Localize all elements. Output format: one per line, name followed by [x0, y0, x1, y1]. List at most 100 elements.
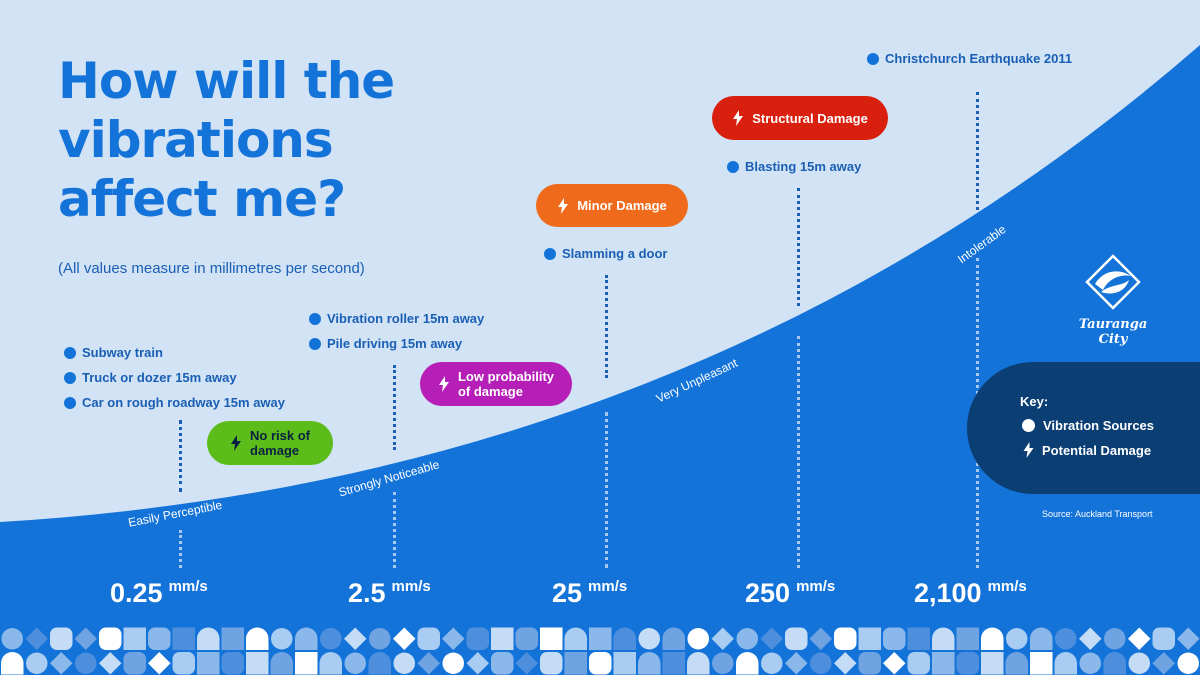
- pattern-tile: [295, 652, 318, 675]
- pattern-tile: [760, 627, 783, 650]
- source-blasting: Blasting 15m away: [727, 159, 861, 174]
- source-label: Car on rough roadway 15m away: [82, 395, 286, 410]
- pattern-tile: [197, 627, 220, 650]
- pattern-tile: [564, 627, 587, 650]
- pattern-tile: [613, 652, 636, 675]
- page-title: How will the vibrations affect me?: [58, 52, 395, 229]
- pattern-tile: [417, 627, 440, 650]
- damage-low-probability-pill: Low probability of damage: [420, 362, 572, 406]
- value-number: 2,100: [914, 578, 982, 608]
- source-label: Christchurch Earthquake 2011: [885, 51, 1073, 66]
- pattern-tile: [1152, 652, 1175, 675]
- subtitle: (All values measure in millimetres per s…: [58, 260, 365, 277]
- low-probability-line-1: Low probability: [457, 369, 555, 384]
- pattern-tile: [26, 652, 48, 674]
- pattern-tile: [491, 652, 514, 675]
- dotted-line: [797, 188, 800, 306]
- value-number: 2.5: [348, 578, 386, 608]
- no-risk-line-2: damage: [250, 443, 300, 458]
- pattern-tile: [491, 627, 514, 650]
- dotted-line: [179, 420, 182, 492]
- value-25: 25 mm/s: [552, 578, 627, 609]
- title-line-2: vibrations: [58, 111, 334, 169]
- pattern-tile: [1079, 627, 1102, 650]
- pattern-tile: [834, 652, 857, 675]
- pattern-tile: [442, 652, 464, 674]
- pattern-tile: [736, 628, 758, 650]
- pattern-tile: [393, 627, 416, 650]
- pattern-tile: [270, 652, 293, 675]
- source-slamming-door: Slamming a door: [544, 246, 667, 261]
- value-number: 250: [745, 578, 791, 608]
- pattern-tile: [736, 652, 759, 675]
- dotted-line: [797, 336, 800, 568]
- pattern-tile: [466, 627, 489, 650]
- source-label: Vibration roller 15m away: [327, 311, 485, 326]
- source-dot-icon: [867, 52, 879, 65]
- pattern-tile: [442, 627, 465, 650]
- pattern-tile: [221, 627, 244, 650]
- value-250: 250 mm/s: [745, 578, 835, 609]
- pattern-tile: [858, 627, 881, 650]
- pattern-tile: [589, 652, 612, 675]
- source-truck-or-dozer: Truck or dozer 15m away: [64, 370, 237, 385]
- dotted-line: [393, 492, 396, 568]
- value-unit: mm/s: [588, 578, 628, 595]
- tauranga-city-logo: Tauranga City: [1063, 254, 1163, 347]
- source-christchurch-earthquake: Christchurch Earthquake 2011: [867, 51, 1072, 66]
- pattern-tile: [687, 628, 709, 650]
- value-unit: mm/s: [796, 578, 836, 595]
- pattern-tile: [810, 652, 832, 674]
- damage-no-risk-pill: No risk of damage: [207, 421, 333, 465]
- pattern-tile: [515, 627, 538, 650]
- value-number: 25: [552, 578, 583, 608]
- pattern-tile: [981, 627, 1004, 650]
- pattern-tile: [148, 627, 171, 650]
- value-0-25: 0.25 mm/s: [110, 578, 208, 609]
- lightning-bolt-icon: [558, 197, 569, 214]
- key-potential-damage: Potential Damage: [1022, 442, 1151, 458]
- pattern-tile: [540, 627, 563, 650]
- pattern-tile: [638, 652, 661, 675]
- source-dot-icon: [544, 247, 556, 260]
- dotted-line: [393, 365, 396, 450]
- source-label: Slamming a door: [562, 246, 668, 261]
- damage-structural-pill: Structural Damage: [712, 96, 888, 140]
- pattern-tile: [197, 652, 220, 675]
- pattern-tile: [638, 628, 660, 650]
- decorative-pattern: [1, 627, 1200, 675]
- source-label: Blasting 15m away: [745, 159, 862, 174]
- title-line-3: affect me?: [58, 170, 346, 228]
- pattern-tile: [417, 652, 440, 675]
- key-vibration-sources: Vibration Sources: [1022, 418, 1154, 433]
- source-subway-train: Subway train: [64, 345, 163, 360]
- low-probability-line-2: of damage: [457, 384, 523, 399]
- key-box: [967, 362, 1200, 494]
- pattern-tile: [344, 652, 366, 674]
- pattern-tile: [1079, 652, 1101, 674]
- damage-minor-pill: Minor Damage: [536, 184, 688, 227]
- pattern-tile: [1030, 652, 1053, 675]
- dotted-line: [605, 412, 608, 568]
- pattern-tile: [1104, 628, 1126, 650]
- value-unit: mm/s: [391, 578, 431, 595]
- pattern-tile: [785, 627, 808, 650]
- pattern-tile: [320, 628, 342, 650]
- value-unit: mm/s: [987, 578, 1027, 595]
- source-note: Source: Auckland Transport: [1042, 509, 1153, 519]
- pattern-tile: [981, 652, 1004, 675]
- source-dot-icon: [309, 337, 321, 350]
- pattern-tile: [687, 652, 710, 675]
- pattern-tile: [564, 652, 587, 675]
- pattern-tile: [1177, 627, 1200, 650]
- pattern-tile: [1, 628, 23, 650]
- pattern-tile: [1030, 627, 1053, 650]
- pattern-tile: [246, 627, 269, 650]
- pattern-tile: [613, 627, 636, 650]
- pattern-tile: [1055, 628, 1077, 650]
- pattern-tile: [1128, 652, 1150, 674]
- pattern-tile: [809, 627, 832, 650]
- source-dot-icon: [64, 346, 76, 359]
- pattern-tile: [932, 627, 955, 650]
